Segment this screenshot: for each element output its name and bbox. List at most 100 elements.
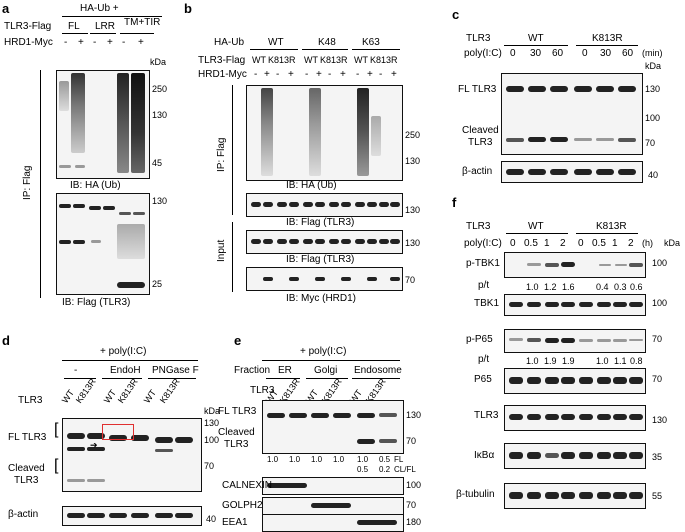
e-marker: 70 [406,436,417,446]
e-header: + poly(I:C) [300,346,347,357]
e-quant: 0.5 [357,465,369,474]
e-quant: 1.0 [289,455,301,464]
b-sign: + [391,69,397,80]
d-header: + poly(I:C) [100,346,147,357]
c-marker: 130 [645,84,661,94]
f-marker: 70 [652,374,663,384]
e-quant: 1.0 [311,455,323,464]
f-unit: (h) [642,238,653,248]
b-sign: + [288,69,294,80]
b-row3-label: HRD1-Myc [198,69,247,80]
f-ratio: 0.3 [614,282,627,292]
f-marker: 100 [652,298,668,308]
b-lane: WT [252,55,266,65]
f-ptbk1-label: p-TBK1 [466,258,500,269]
d-kda: kDa [204,406,221,416]
c-unit: (min) [642,48,663,58]
d-lane: K813R [115,376,140,405]
f-tlr3-label: TLR3 [474,410,499,421]
f-time: 2 [628,238,634,249]
f-ikba-label: IκBα [474,450,495,461]
e-quant: 1.0 [267,455,279,464]
f-group: K813R [596,221,627,232]
b-row2-label: TLR3-Flag [198,55,246,66]
c-group: WT [528,33,544,44]
a-blot-ha-ub [56,70,150,179]
d-blot-tlr3 [62,418,202,492]
c-fl-label: FL TLR3 [458,84,497,95]
b-marker: 130 [405,156,421,166]
f-time: 0 [510,238,516,249]
c-marker: 100 [645,113,661,123]
c-time: 0 [582,48,588,59]
f-ratio: 0.4 [596,282,609,292]
a-sign: - [64,37,68,48]
a-sign: + [138,37,144,48]
e-quant: 0.5 [379,455,391,464]
e-cleaved-label: Cleaved [218,427,255,438]
d-marker: 70 [204,461,215,471]
e-marker: 130 [406,410,422,420]
e-fraction: Golgi [314,365,338,376]
b-sign: - [356,69,360,80]
b-sign: - [254,69,258,80]
b-blot-flag1 [246,193,403,217]
b-row1-label: HA-Ub [214,37,245,48]
f-blot-ptbk1 [504,252,646,278]
b-sign: - [379,69,383,80]
f-marker: 100 [652,258,668,268]
b-sign: - [305,69,309,80]
c-actin-label: β-actin [462,166,493,177]
e-marker: 70 [406,500,417,510]
c-row2-label: poly(I:C) [464,48,502,59]
a-marker: 130 [152,196,168,206]
b-sign: - [276,69,280,80]
b-sign: + [367,69,373,80]
d-treat: PNGase F [152,365,199,376]
a-ib-bottom: IB: Flag (TLR3) [62,297,131,308]
d-treat: - [74,365,78,376]
e-calnexin-label: CALNEXIN [222,480,273,491]
d-lane: WT [59,387,77,405]
f-blot-p65 [504,368,646,394]
e-blot-calnexin [262,477,404,495]
panel-f-label: f [452,195,457,210]
f-marker: 55 [652,491,663,501]
e-blot-golph2 [262,497,404,515]
e-marker: 180 [406,517,422,527]
e-quant: 1.0 [357,455,369,464]
e-cleaved-label: TLR3 [224,439,249,450]
b-side-ip: IP: Flag [216,137,227,172]
e-quant: 0.2 [379,465,391,474]
panel-c-label: c [452,7,460,22]
a-sign: + [107,37,113,48]
f-blot-tlr3 [504,405,646,431]
d-marker: 40 [206,514,217,524]
f-blot-ikba [504,443,646,469]
d-marker: 100 [204,435,220,445]
panel-e-label: e [234,333,242,348]
a-sign: - [122,37,126,48]
f-ratio: 1.0 [526,282,539,292]
d-arrow-icon: ➔ [90,440,98,450]
b-lane: WT [354,55,368,65]
a-construct-tmtir: TM+TIR [124,17,161,28]
b-marker: 130 [405,238,421,248]
f-pt-label: p/t [478,280,490,291]
f-p65-label: P65 [474,374,492,385]
b-ib1: IB: HA (Ub) [286,180,337,191]
a-sign: + [78,37,84,48]
e-quant: 1.0 [333,455,345,464]
d-lane: K813R [73,376,98,405]
e-golph2-label: GOLPH2 [222,500,263,511]
f-time: 0.5 [524,238,538,249]
panel-d-label: d [2,333,10,348]
e-fl-tag: FL [394,455,404,464]
f-ratio: 1.0 [526,356,539,366]
f-pt-label: p/t [478,354,490,365]
b-blot-myc [246,267,403,291]
c-time: 30 [530,48,542,59]
f-time: 1 [544,238,550,249]
b-blot-ha-ub [246,85,403,181]
d-actin-label: β-actin [8,509,39,520]
